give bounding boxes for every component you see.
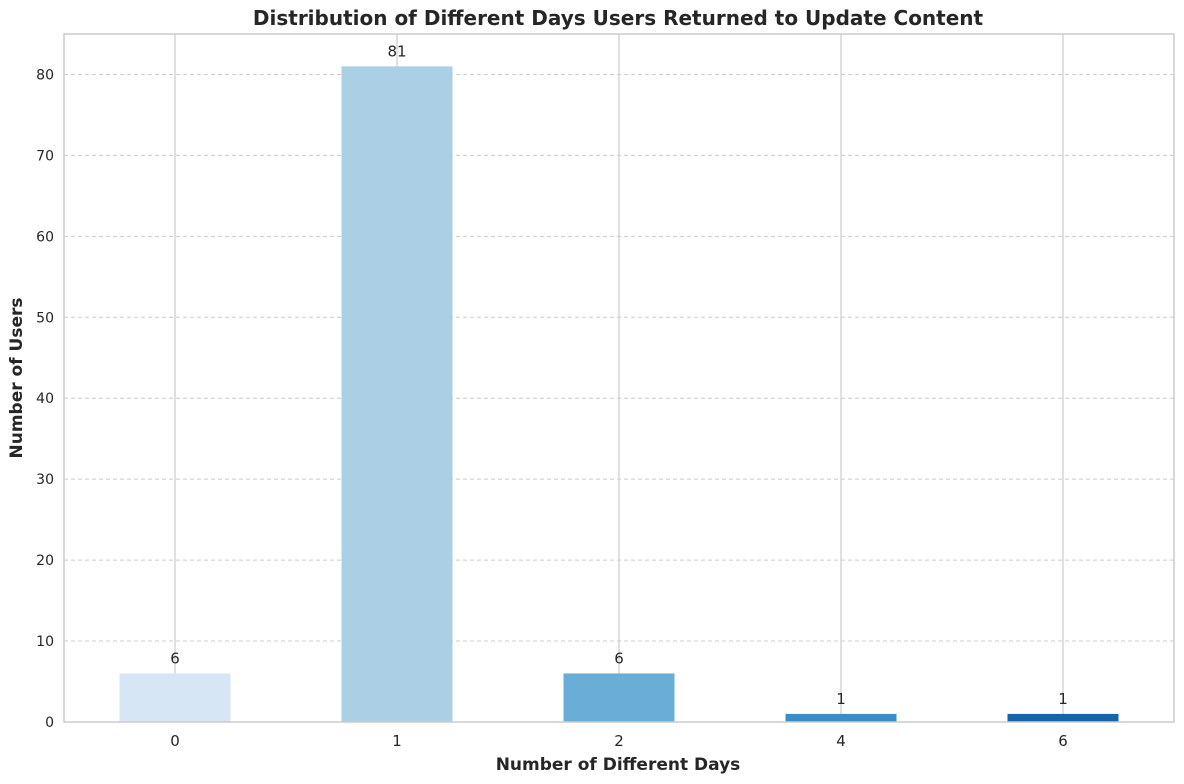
y-tick-label: 20 — [36, 553, 54, 569]
y-axis-label: Number of Users — [7, 298, 27, 459]
y-axis-ticks: 0 10 20 30 40 50 60 70 80 — [36, 67, 54, 731]
data-labels: 6 81 6 1 1 — [170, 42, 1068, 708]
bar-value-label: 6 — [170, 649, 180, 667]
y-tick-label: 50 — [36, 310, 54, 326]
chart-title: Distribution of Different Days Users Ret… — [253, 6, 984, 30]
bar-value-label: 81 — [387, 42, 406, 60]
y-tick-label: 0 — [45, 715, 54, 731]
bar — [785, 713, 897, 722]
y-tick-label: 70 — [36, 148, 54, 164]
bar-value-label: 1 — [836, 690, 846, 708]
plot-frame — [63, 33, 1175, 723]
x-axis-label: Number of Different Days — [496, 755, 741, 775]
bar — [341, 66, 453, 723]
bar — [119, 673, 231, 722]
y-tick-label: 40 — [36, 391, 54, 407]
y-tick-label: 30 — [36, 472, 54, 488]
y-tick-label: 10 — [36, 634, 54, 650]
x-tick-label: 0 — [170, 732, 180, 750]
x-tick-label: 1 — [392, 732, 402, 750]
x-tick-label: 4 — [836, 732, 846, 750]
bar — [563, 673, 675, 722]
x-tick-label: 2 — [614, 732, 624, 750]
x-tick-label: 6 — [1058, 732, 1068, 750]
y-tick-label: 80 — [36, 67, 54, 83]
bar-value-label: 6 — [614, 649, 624, 667]
grid-lines — [64, 34, 1174, 722]
bar-value-label: 1 — [1058, 690, 1068, 708]
y-tick-label: 60 — [36, 229, 54, 245]
bar — [1007, 713, 1119, 722]
x-axis-ticks: 0 1 2 4 6 — [170, 732, 1068, 750]
bars — [119, 66, 1119, 723]
